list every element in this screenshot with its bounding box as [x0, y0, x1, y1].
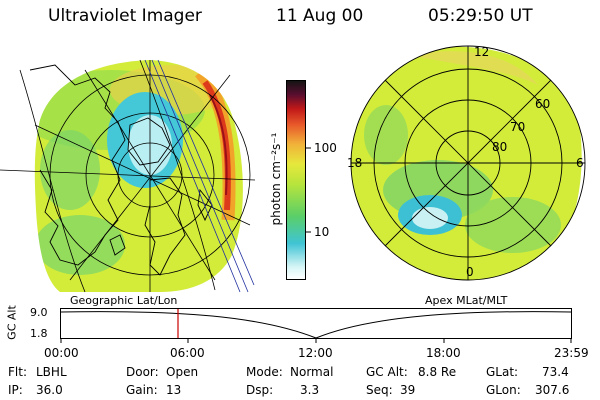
xtick-1200: 12:00 — [298, 346, 333, 360]
gcalt-label: GC Alt: — [366, 365, 408, 379]
door-label: Door: — [126, 365, 159, 379]
altitude-curve — [60, 311, 572, 339]
seq-label: Seq: — [366, 383, 393, 397]
glat-value: 73.4 — [542, 365, 569, 379]
dsp-value: 3.3 — [300, 383, 320, 397]
polar-grid — [350, 45, 586, 281]
geographic-image — [0, 59, 255, 293]
limb-lines — [144, 59, 255, 293]
left-panel-caption: Geographic Lat/Lon — [70, 294, 178, 307]
xtick-0600: 06:00 — [170, 346, 205, 360]
altitude-ylabel: GC Alt — [5, 305, 19, 340]
gain-label: Gain: — [126, 383, 158, 397]
mlt-12-label: 12 — [474, 45, 490, 59]
mlat-60-label: 60 — [535, 97, 551, 111]
mlat-80-label: 80 — [492, 140, 508, 154]
gain-value: 13 — [166, 383, 182, 397]
right-panel-caption: Apex MLat/MLT — [425, 294, 508, 307]
altitude-plot-frame — [60, 308, 572, 339]
date-label: 11 Aug 00 — [276, 6, 364, 26]
coastlines — [29, 64, 213, 276]
color-bar — [286, 80, 306, 280]
dsp-label: Dsp: — [246, 383, 274, 397]
altitude-ytick-top: 9.0 — [30, 306, 48, 319]
time-label: 05:29:50 UT — [428, 6, 533, 26]
mlt-0-label: 0 — [466, 265, 474, 279]
geographic-intensity — [34, 60, 243, 292]
polar-intensity — [351, 46, 585, 280]
flt-label: Flt: — [8, 365, 27, 379]
xtick-1800: 18:00 — [426, 346, 461, 360]
altitude-xticks — [60, 338, 572, 343]
mlt-18-label: 18 — [347, 156, 363, 170]
door-value: Open — [166, 365, 199, 379]
mode-value: Normal — [290, 365, 334, 379]
color-bar-ticks — [306, 147, 311, 233]
polar-image — [350, 45, 586, 281]
color-bar-label: photon cm⁻²s⁻¹ — [269, 132, 283, 226]
instrument-title: Ultraviolet Imager — [48, 6, 202, 26]
glon-value: 307.6 — [535, 383, 570, 397]
glon-label: GLon: — [486, 383, 521, 397]
flt-value: LBHL — [36, 365, 67, 379]
mlt-6-label: 6 — [576, 156, 584, 170]
mlat-70-label: 70 — [510, 120, 526, 134]
glat-label: GLat: — [486, 365, 519, 379]
altitude-plot — [60, 308, 572, 343]
ip-label: IP: — [8, 383, 23, 397]
ip-value: 36.0 — [36, 383, 63, 397]
xtick-0000: 00:00 — [44, 346, 79, 360]
mode-label: Mode: — [246, 365, 283, 379]
seq-value: 39 — [400, 383, 416, 397]
color-bar-tick-100: 100 — [314, 141, 337, 155]
gcalt-value: 8.8 Re — [418, 365, 457, 379]
color-bar-tick-10: 10 — [314, 225, 330, 239]
altitude-ytick-bottom: 1.8 — [30, 327, 48, 340]
xtick-2359: 23:59 — [554, 346, 589, 360]
geographic-grid — [0, 59, 255, 293]
